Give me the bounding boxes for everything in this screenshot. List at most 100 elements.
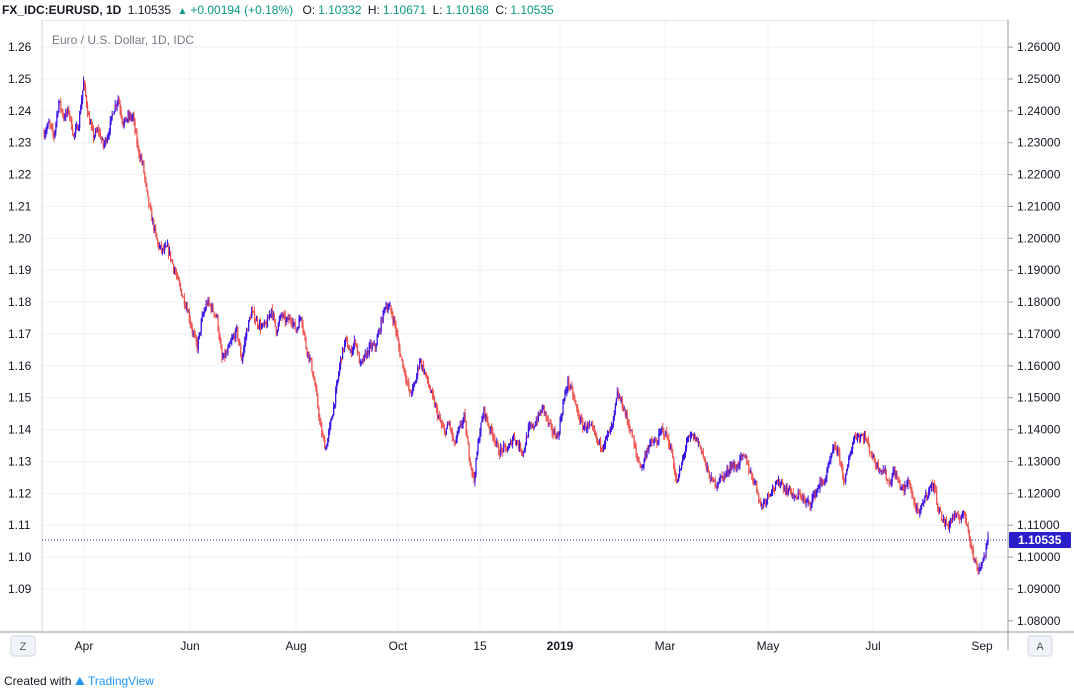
auto-scale-button[interactable]: A bbox=[1027, 635, 1053, 657]
candle-body bbox=[83, 81, 85, 91]
candle-body bbox=[872, 455, 875, 459]
candle-body bbox=[537, 413, 539, 422]
candle-body bbox=[816, 489, 818, 492]
candle-body bbox=[787, 490, 790, 494]
candle-body bbox=[952, 516, 955, 518]
candle-body bbox=[408, 382, 410, 390]
candle-body bbox=[835, 446, 837, 450]
candle-body bbox=[207, 299, 209, 305]
candle-body bbox=[86, 95, 88, 106]
candle-body bbox=[902, 485, 904, 487]
candle-body bbox=[573, 395, 575, 398]
candle-body bbox=[889, 483, 891, 485]
candle-body bbox=[742, 454, 744, 457]
candle-body bbox=[297, 328, 299, 329]
candle-body bbox=[59, 101, 61, 102]
candle-body bbox=[922, 503, 924, 505]
right-tick-label: 1.08000 bbox=[1017, 614, 1061, 628]
candle-body bbox=[332, 415, 334, 419]
candle-body bbox=[745, 455, 747, 458]
candle-body bbox=[688, 436, 691, 438]
candle-body bbox=[519, 443, 522, 451]
candle-body bbox=[575, 400, 577, 405]
x-tick-label: Sep bbox=[971, 639, 993, 653]
candle-body bbox=[67, 108, 69, 114]
candle-body bbox=[158, 243, 160, 248]
candle-body bbox=[478, 439, 480, 443]
candle-body bbox=[383, 308, 385, 311]
candle-body bbox=[904, 485, 906, 492]
candle-body bbox=[620, 398, 622, 401]
candle-body bbox=[338, 373, 340, 380]
candle-body bbox=[131, 117, 133, 119]
right-tick-label: 1.09000 bbox=[1017, 582, 1061, 596]
candle-body bbox=[246, 329, 248, 337]
candle-body bbox=[49, 121, 51, 125]
candle-body bbox=[154, 227, 156, 230]
candle-body bbox=[848, 459, 850, 466]
zoom-button[interactable]: Z bbox=[10, 635, 36, 657]
candle-body bbox=[268, 314, 271, 319]
symbol-name[interactable]: FX_IDC:EURUSD, 1D bbox=[2, 3, 122, 17]
candle-body bbox=[761, 504, 763, 505]
candle-body bbox=[735, 467, 737, 471]
candle-body bbox=[638, 460, 640, 463]
candle-body bbox=[216, 315, 218, 317]
candle-body bbox=[710, 477, 712, 482]
candle-body bbox=[909, 483, 911, 488]
candle-body bbox=[302, 324, 304, 331]
candle-body bbox=[791, 493, 793, 496]
candle-body bbox=[739, 456, 741, 465]
candle-body bbox=[298, 318, 300, 329]
candle-body bbox=[465, 420, 467, 435]
candle-body bbox=[494, 437, 496, 443]
candle-body bbox=[402, 359, 404, 368]
tradingview-brand[interactable]: TradingView bbox=[87, 674, 154, 688]
candle-body bbox=[150, 205, 152, 210]
candle-body bbox=[71, 118, 73, 130]
candle-body bbox=[798, 492, 800, 494]
candle-body bbox=[624, 409, 626, 416]
chart-frame[interactable]: Euro / U.S. Dollar, 1D, IDC 1.26 1.25 1.24… bbox=[0, 20, 1074, 670]
candle-body bbox=[434, 405, 437, 407]
left-tick-label: 1.10 bbox=[8, 550, 32, 564]
left-tick-label: 1.13 bbox=[8, 454, 32, 468]
candle-body bbox=[724, 474, 726, 476]
candle-body bbox=[821, 480, 823, 483]
candle-body bbox=[665, 431, 667, 437]
candle-body bbox=[424, 371, 426, 373]
candle-body bbox=[942, 520, 944, 521]
candle-body bbox=[259, 322, 262, 330]
candle-body bbox=[75, 128, 77, 134]
candle-body bbox=[913, 498, 915, 502]
candle-body bbox=[208, 299, 210, 304]
candle-body bbox=[45, 130, 47, 134]
high-value: 1.10671 bbox=[382, 3, 427, 17]
candle-body bbox=[367, 350, 369, 354]
candle-body bbox=[834, 445, 836, 447]
right-tick-label: 1.22000 bbox=[1017, 168, 1061, 182]
candle-body bbox=[611, 423, 614, 427]
candle-body bbox=[626, 413, 628, 421]
candle-body bbox=[719, 476, 721, 483]
candle-body bbox=[586, 428, 588, 430]
candle-body bbox=[232, 336, 234, 339]
candle-body bbox=[44, 133, 46, 138]
candle-body bbox=[558, 433, 560, 436]
candle-body bbox=[842, 466, 844, 477]
candle-body bbox=[828, 461, 830, 468]
candle-body bbox=[316, 388, 318, 396]
candle-body bbox=[236, 327, 238, 329]
candle-body bbox=[596, 434, 598, 440]
candle-body bbox=[513, 434, 515, 440]
candle-body bbox=[203, 311, 205, 315]
candle-body bbox=[444, 431, 447, 435]
candle-body bbox=[272, 314, 275, 317]
candle-body bbox=[48, 121, 50, 123]
candle-body bbox=[622, 407, 624, 411]
candle-body bbox=[686, 442, 688, 448]
candle-body bbox=[391, 311, 393, 317]
candle-body bbox=[967, 526, 969, 531]
candle-body bbox=[347, 347, 350, 350]
candle-body bbox=[271, 308, 274, 317]
